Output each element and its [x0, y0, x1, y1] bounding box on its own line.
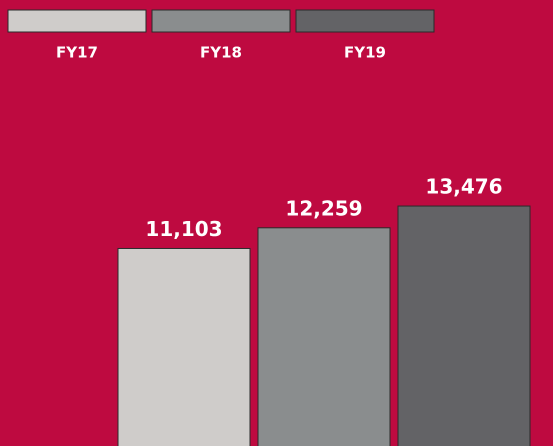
legend-label: FY17: [56, 44, 98, 62]
legend-swatch: [295, 9, 435, 33]
value-label: 11,103: [145, 217, 222, 241]
legend-label: FY19: [344, 44, 386, 62]
legend-swatch: [7, 9, 147, 33]
value-label: 13,476: [425, 175, 502, 199]
value-label: 12,259: [285, 196, 362, 220]
legend-label: FY18: [200, 44, 242, 62]
bar: [257, 227, 391, 446]
bar: [397, 205, 531, 446]
legend-swatch: [151, 9, 291, 33]
bar: [117, 247, 251, 446]
